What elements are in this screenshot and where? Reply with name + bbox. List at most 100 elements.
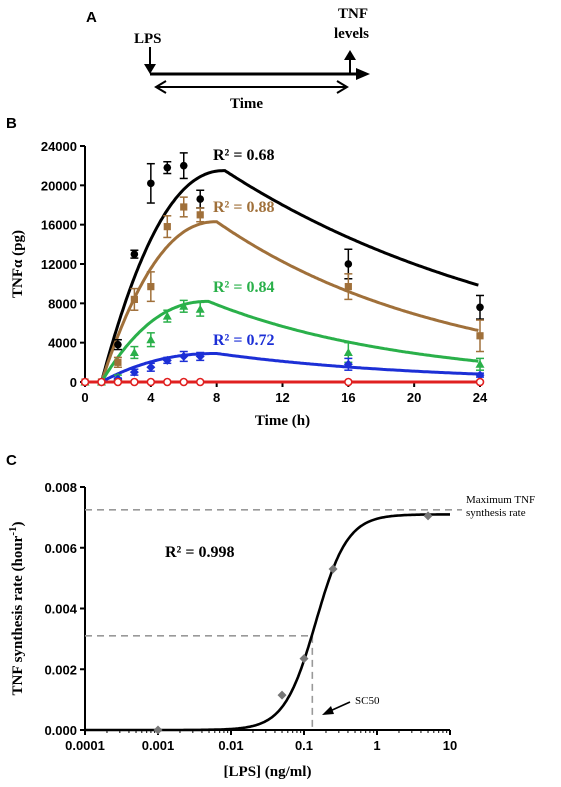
lps-arrow-head xyxy=(144,64,156,74)
r2-label-0: R² = 0.68 xyxy=(213,147,274,164)
data-point xyxy=(97,377,106,387)
x-tick-label: 24 xyxy=(473,390,488,405)
data-point xyxy=(153,725,163,735)
y-tick-label: 0 xyxy=(70,375,77,390)
tnf-label-line1: TNF xyxy=(338,6,368,22)
data-point xyxy=(343,359,353,369)
fit-curve-2 xyxy=(85,299,479,384)
fit-curve-3 xyxy=(85,352,479,384)
max-rate-label-line1: Maximum TNF xyxy=(466,494,535,506)
y-tick-label: 12000 xyxy=(41,257,77,272)
data-point xyxy=(179,161,188,170)
timeline-arrow-head xyxy=(356,68,370,80)
x-tick-label: 8 xyxy=(213,390,220,405)
data-point xyxy=(162,377,172,387)
data-point xyxy=(179,301,189,310)
data-point xyxy=(80,377,90,387)
data-point xyxy=(344,260,353,268)
data-point xyxy=(130,295,138,303)
data-point xyxy=(129,348,139,356)
y-tick-label: 0.004 xyxy=(44,602,77,617)
x-tick-label: 0.1 xyxy=(295,738,313,753)
data-point xyxy=(180,203,188,211)
data-point xyxy=(146,362,156,372)
data-point xyxy=(328,564,338,574)
data-point xyxy=(343,348,353,356)
r2-label-2: R² = 0.84 xyxy=(213,279,274,296)
data-point xyxy=(129,367,139,377)
x-axis-label: Time (h) xyxy=(255,413,310,429)
x-tick-label: 0 xyxy=(81,390,88,405)
fit-curve-1 xyxy=(85,220,479,384)
x-tick-label: 16 xyxy=(341,390,355,405)
data-point xyxy=(423,511,433,521)
x-tick-label: 12 xyxy=(275,390,289,405)
data-point xyxy=(196,195,205,203)
x-tick-label: 10 xyxy=(443,738,457,753)
chart-c: 0.000 0.002 0.004 0.006 0.008 0.0001 0.001 0.01… xyxy=(7,480,535,780)
y-tick-label: 0.002 xyxy=(44,662,77,677)
data-point xyxy=(476,303,484,312)
data-point xyxy=(163,223,171,231)
chart-b: 0 4000 8000 12000 16000 20000 24000 0 4 8 12 16 20 24… xyxy=(10,139,488,429)
data-point xyxy=(114,340,122,349)
y-tick-label: 24000 xyxy=(41,139,77,154)
data-point xyxy=(114,358,122,366)
x-tick-label: 0.0001 xyxy=(65,738,105,753)
data-point xyxy=(475,377,485,387)
tnf-arrow-head xyxy=(344,50,356,60)
data-point xyxy=(179,351,189,361)
data-point xyxy=(196,211,204,219)
sc50-arrow-head xyxy=(322,706,334,715)
y-axis-label: TNFα (pg) xyxy=(10,230,26,298)
data-point xyxy=(113,377,123,387)
x-tick-label: 0.001 xyxy=(142,738,175,753)
data-point xyxy=(299,654,309,664)
data-point xyxy=(147,179,155,188)
y-axis-label: TNF synthesis rate (hour-1) xyxy=(7,521,26,695)
data-point xyxy=(195,351,205,361)
sc50-arrow xyxy=(329,701,351,712)
r2-label-3: R² = 0.72 xyxy=(213,332,274,349)
data-point xyxy=(130,250,139,258)
r2-label-1: R² = 0.88 xyxy=(213,199,274,216)
data-point xyxy=(195,377,205,387)
y-tick-label: 0.000 xyxy=(44,723,77,738)
tnf-label-line2: levels xyxy=(334,26,369,42)
data-point xyxy=(130,377,139,387)
data-point xyxy=(195,304,205,313)
sc50-label: SC50 xyxy=(355,695,380,707)
y-tick-label: 16000 xyxy=(41,218,77,233)
x-tick-label: 1 xyxy=(373,738,380,753)
data-point xyxy=(147,283,155,291)
panel-c-label: C xyxy=(6,452,17,469)
lps-label: LPS xyxy=(134,31,162,47)
data-point xyxy=(146,377,156,387)
r2-label: R² = 0.998 xyxy=(165,544,234,561)
y-tick-label: 8000 xyxy=(48,296,77,311)
data-point xyxy=(476,332,484,340)
data-point xyxy=(344,283,352,291)
panel-b-label: B xyxy=(6,115,17,132)
data-point xyxy=(179,377,189,387)
data-point xyxy=(163,163,172,172)
x-tick-label: 4 xyxy=(147,390,155,405)
x-tick-label: 20 xyxy=(407,390,421,405)
x-axis-label: [LPS] (ng/ml) xyxy=(224,764,312,780)
sigmoid-fit xyxy=(85,513,450,732)
max-rate-label-line2: synthesis rate xyxy=(466,507,526,519)
y-tick-label: 20000 xyxy=(41,178,77,193)
data-point xyxy=(475,370,485,380)
panel-a: A LPS TNF levels Time xyxy=(86,6,370,112)
data-point xyxy=(344,377,353,387)
fit-curve-0 xyxy=(85,169,479,384)
data-point xyxy=(146,335,156,344)
y-tick-label: 4000 xyxy=(48,336,77,351)
data-point xyxy=(162,355,172,365)
x-tick-label: 0.01 xyxy=(218,738,243,753)
data-point xyxy=(162,311,172,320)
time-label: Time xyxy=(230,96,263,112)
data-point xyxy=(475,359,485,368)
y-tick-label: 0.008 xyxy=(44,480,77,495)
